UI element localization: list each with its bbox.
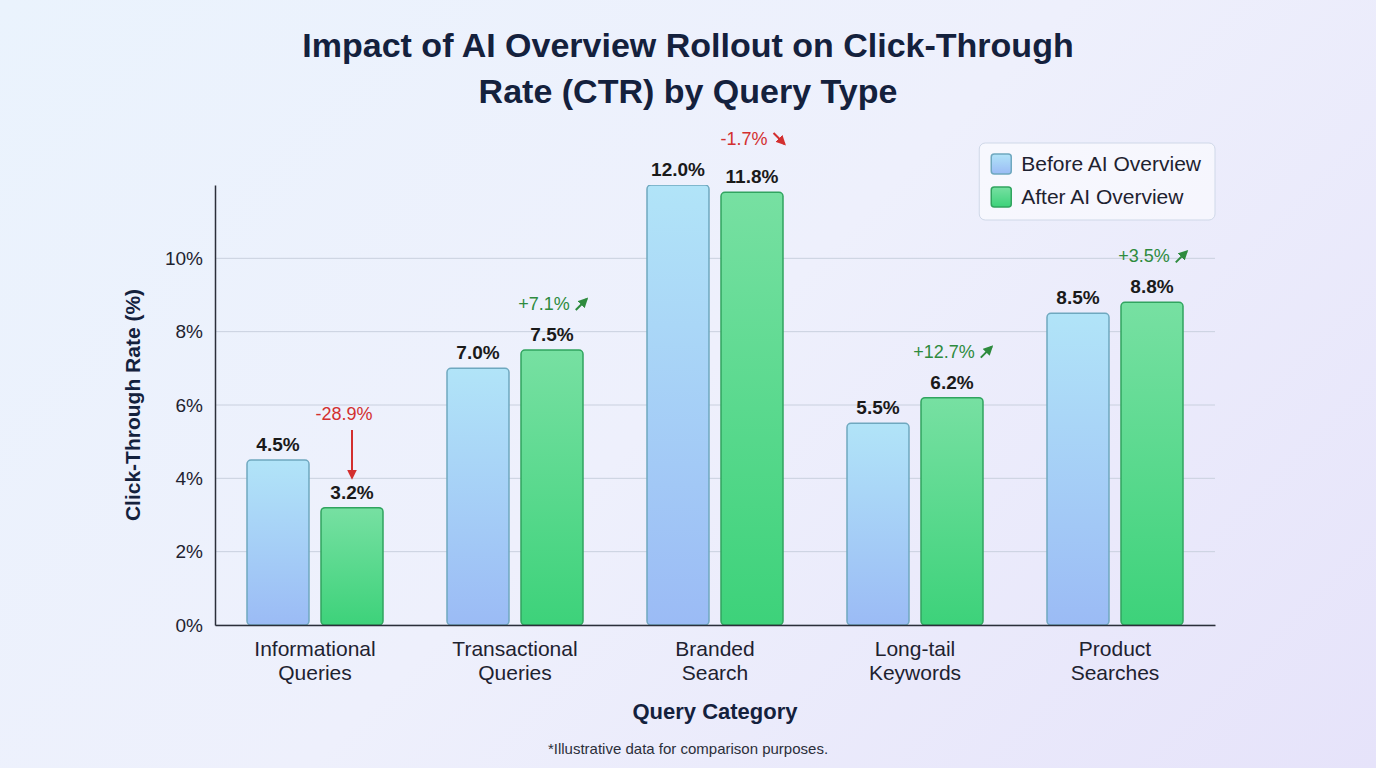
annotation: +12.7%: [913, 342, 975, 362]
data-label: 7.0%: [456, 342, 499, 363]
y-tick-label: 6%: [176, 395, 204, 416]
data-label: 12.0%: [651, 159, 705, 180]
y-axis: 0% 2% 4% 6% 8% 10%: [165, 186, 216, 636]
legend-label: After AI Overview: [1021, 185, 1184, 208]
y-tick: 10%: [165, 248, 215, 269]
legend-box: [979, 143, 1215, 220]
x-tick: TransactionalQueries: [452, 625, 577, 684]
bar: [521, 350, 583, 625]
annotation-arrow: [1176, 251, 1187, 262]
legend-label: Before AI Overview: [1021, 152, 1202, 175]
bars: [247, 185, 1183, 625]
x-tick-label: ProductSearches: [1071, 637, 1160, 684]
bar: [1121, 302, 1183, 625]
data-label: 4.5%: [256, 434, 299, 455]
x-tick: ProductSearches: [1071, 625, 1160, 684]
y-tick: 6%: [176, 395, 215, 416]
grid-line: [215, 258, 1215, 259]
data-label: 8.8%: [1130, 276, 1173, 297]
x-tick-label: BrandedSearch: [675, 637, 754, 684]
data-label: 6.2%: [930, 372, 973, 393]
y-tick: 0%: [176, 615, 215, 636]
bar: [321, 508, 383, 625]
bar: [447, 368, 509, 625]
x-tick: Long-tailKeywords: [869, 625, 961, 684]
bar: [1047, 313, 1109, 625]
data-label: 3.2%: [330, 482, 373, 503]
bar: [847, 423, 909, 625]
legend-swatch: [991, 187, 1011, 207]
x-tick-label: Long-tailKeywords: [869, 637, 961, 684]
x-axis-line: [216, 625, 1216, 627]
y-tick: 4%: [176, 468, 215, 489]
data-label: 7.5%: [530, 324, 573, 345]
bar: [247, 460, 309, 625]
chart-container: Impact of AI Overview Rollout on Click-T…: [0, 0, 1376, 768]
legend-swatch: [991, 154, 1011, 174]
chart-title: Impact of AI Overview Rollout on Click-T…: [302, 26, 1073, 110]
x-tick-label: TransactionalQueries: [452, 637, 577, 684]
data-label: 8.5%: [1056, 287, 1099, 308]
x-tick-label: InformationalQueries: [254, 637, 375, 684]
data-label: 11.8%: [726, 166, 779, 187]
y-tick-label: 4%: [176, 468, 204, 489]
y-axis-line: [215, 186, 217, 626]
y-tick-label: 8%: [176, 321, 204, 342]
x-tick: InformationalQueries: [254, 625, 375, 684]
annotation-arrow: [774, 133, 785, 144]
y-tick-label: 2%: [176, 541, 204, 562]
annotation-arrow: [351, 430, 353, 478]
x-tick: BrandedSearch: [675, 625, 754, 684]
grid: [215, 258, 1215, 625]
annotation: +3.5%: [1118, 246, 1170, 266]
data-label: 5.5%: [856, 397, 899, 418]
legend: Before AI Overview After AI Overview: [979, 143, 1215, 220]
annotation-arrow: [576, 299, 587, 310]
bar-series: [321, 192, 1183, 625]
bar-series: [247, 185, 1109, 625]
chart-svg: Impact of AI Overview Rollout on Click-T…: [0, 0, 1376, 768]
bar: [921, 398, 983, 625]
annotation: -28.9%: [315, 404, 372, 424]
y-tick-label: 10%: [165, 248, 203, 269]
x-axis: InformationalQueries TransactionalQueries…: [216, 625, 1216, 684]
y-tick-label: 0%: [176, 615, 204, 636]
x-axis-title: Query Category: [632, 699, 798, 724]
bar: [721, 192, 783, 625]
y-tick: 2%: [176, 541, 215, 562]
annotation-arrow: [981, 347, 992, 358]
footnote: *Illustrative data for comparison purpos…: [548, 740, 828, 757]
annotation: +7.1%: [518, 294, 570, 314]
bar: [647, 185, 709, 625]
y-tick: 8%: [176, 321, 215, 342]
y-axis-title: Click-Through Rate (%): [121, 289, 144, 521]
annotation: -1.7%: [720, 129, 767, 149]
